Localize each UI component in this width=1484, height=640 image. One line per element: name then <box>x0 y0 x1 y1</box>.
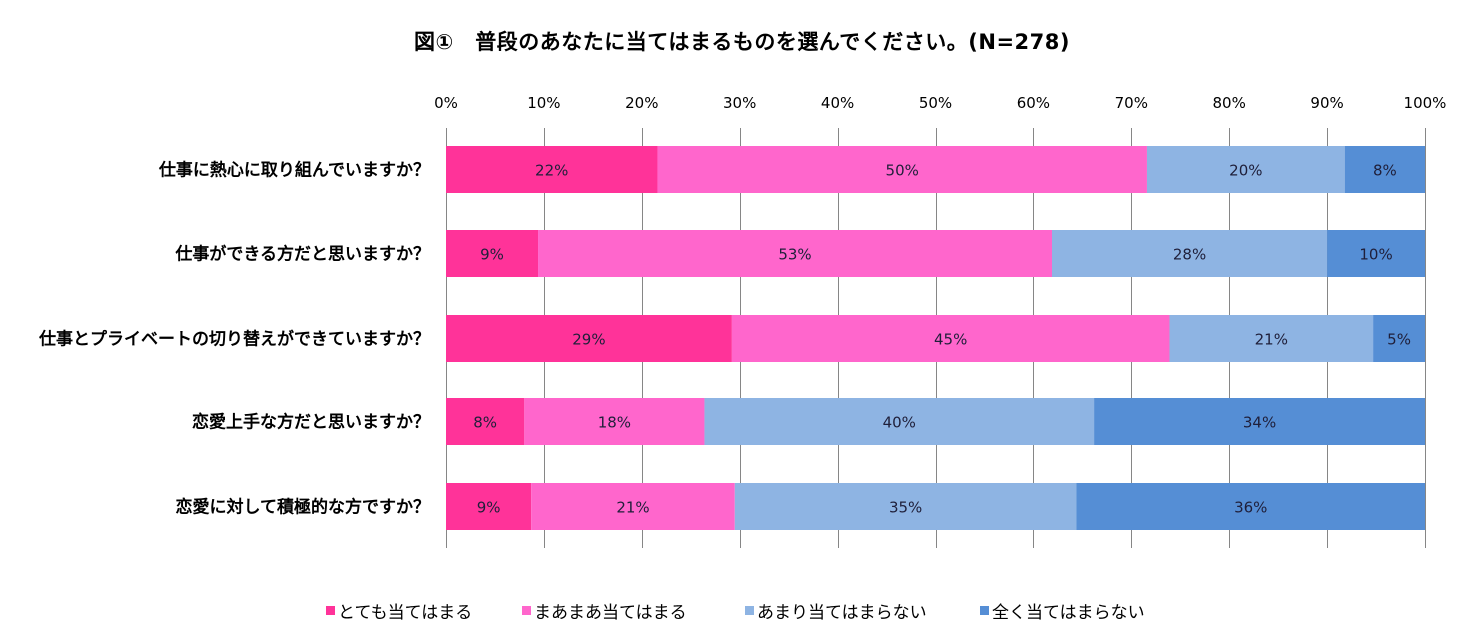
x-tick-label: 80% <box>1213 94 1246 112</box>
data-label: 34% <box>1243 414 1276 432</box>
bar-segment <box>538 230 1053 277</box>
bar-segment <box>1327 230 1425 277</box>
data-label: 8% <box>1373 162 1397 180</box>
chart-title: 図① 普段のあなたに当てはまるものを選んでください。(N=278) <box>413 30 1070 54</box>
bars <box>446 146 1425 530</box>
legend-label: あまり当てはまらない <box>757 602 927 623</box>
x-tick-label: 100% <box>1404 94 1447 112</box>
data-label: 40% <box>883 414 916 432</box>
x-tick-label: 10% <box>527 94 560 112</box>
data-label: 9% <box>480 246 504 264</box>
bar-segment <box>1169 315 1374 362</box>
data-label: 8% <box>473 414 497 432</box>
x-tick-label: 70% <box>1115 94 1148 112</box>
category-label: 恋愛上手な方だと思いますか？ <box>192 412 430 433</box>
legend-item: 全く当てはまらない <box>980 596 1145 624</box>
bar-segment <box>1052 230 1328 277</box>
data-label: 50% <box>886 162 919 180</box>
bar-segment <box>734 483 1077 530</box>
legend-item: あまり当てはまらない <box>745 596 927 624</box>
bar-segment <box>446 146 658 193</box>
bar-segment <box>657 146 1147 193</box>
x-tick-label: 90% <box>1310 94 1343 112</box>
data-label: 28% <box>1173 246 1206 264</box>
bar-segment <box>1076 483 1425 530</box>
legend-label: 全く当てはまらない <box>992 602 1145 623</box>
x-tick-label: 0% <box>434 94 458 112</box>
bar-segment <box>731 315 1170 362</box>
x-axis-ticks: 0% 10% 20% 30% 40% 50% 60% 70% 80% 90% 100% <box>434 94 1446 112</box>
bar-segment <box>1094 398 1425 445</box>
bar-segment <box>446 315 732 362</box>
bar-segment <box>446 398 525 445</box>
data-label: 18% <box>598 414 631 432</box>
bar-segment <box>1373 315 1425 362</box>
category-label: 仕事に熱心に取り組んでいますか？ <box>158 160 430 181</box>
data-label: 36% <box>1234 499 1267 517</box>
legend-swatch <box>745 605 754 615</box>
legend-item: まあまあ当てはまる <box>522 596 687 624</box>
legend-item: とても当てはまる <box>326 596 472 624</box>
data-label: 22% <box>535 162 568 180</box>
data-label: 10% <box>1359 246 1392 264</box>
data-label: 45% <box>934 331 967 349</box>
data-label: 20% <box>1229 162 1262 180</box>
bar-segment <box>1146 146 1345 193</box>
category-label: 恋愛に対して積極的な方ですか？ <box>176 497 431 518</box>
category-label: 仕事ができる方だと思いますか？ <box>174 244 430 265</box>
category-labels: 仕事に熱心に取り組んでいますか？ 仕事ができる方だと思いますか？ 仕事とプライベート… <box>38 160 430 518</box>
x-tick-label: 30% <box>723 94 756 112</box>
data-label: 35% <box>889 499 922 517</box>
data-labels: 22% 50% 20% 8% 9% 53% 28% 10% 29% 45% 21% 5% 8% 18% 40… <box>473 162 1411 517</box>
bar-segment <box>704 398 1095 445</box>
legend-swatch <box>980 605 989 615</box>
data-label: 21% <box>1255 331 1288 349</box>
x-tick-label: 40% <box>821 94 854 112</box>
x-tick-label: 50% <box>919 94 952 112</box>
legend-swatch <box>522 605 531 615</box>
bar-segment <box>446 230 539 277</box>
data-label: 53% <box>778 246 811 264</box>
data-label: 5% <box>1387 331 1411 349</box>
x-tick-label: 20% <box>625 94 658 112</box>
bar-segment <box>524 398 705 445</box>
bar-segment <box>446 483 532 530</box>
legend-label: とても当てはまる <box>338 602 473 623</box>
bar-segment <box>531 483 735 530</box>
bar-segment <box>1344 146 1425 193</box>
legend: とても当てはまる まあまあ当てはまる あまり当てはまらない 全く当てはまらない <box>0 596 1484 624</box>
x-tick-label: 60% <box>1017 94 1050 112</box>
data-label: 9% <box>477 499 501 517</box>
data-label: 21% <box>616 499 649 517</box>
category-label: 仕事とプライベートの切り替えができていますか？ <box>38 329 430 350</box>
data-label: 29% <box>572 331 605 349</box>
legend-label: まあまあ当てはまる <box>534 602 687 623</box>
legend-swatch <box>326 605 335 615</box>
